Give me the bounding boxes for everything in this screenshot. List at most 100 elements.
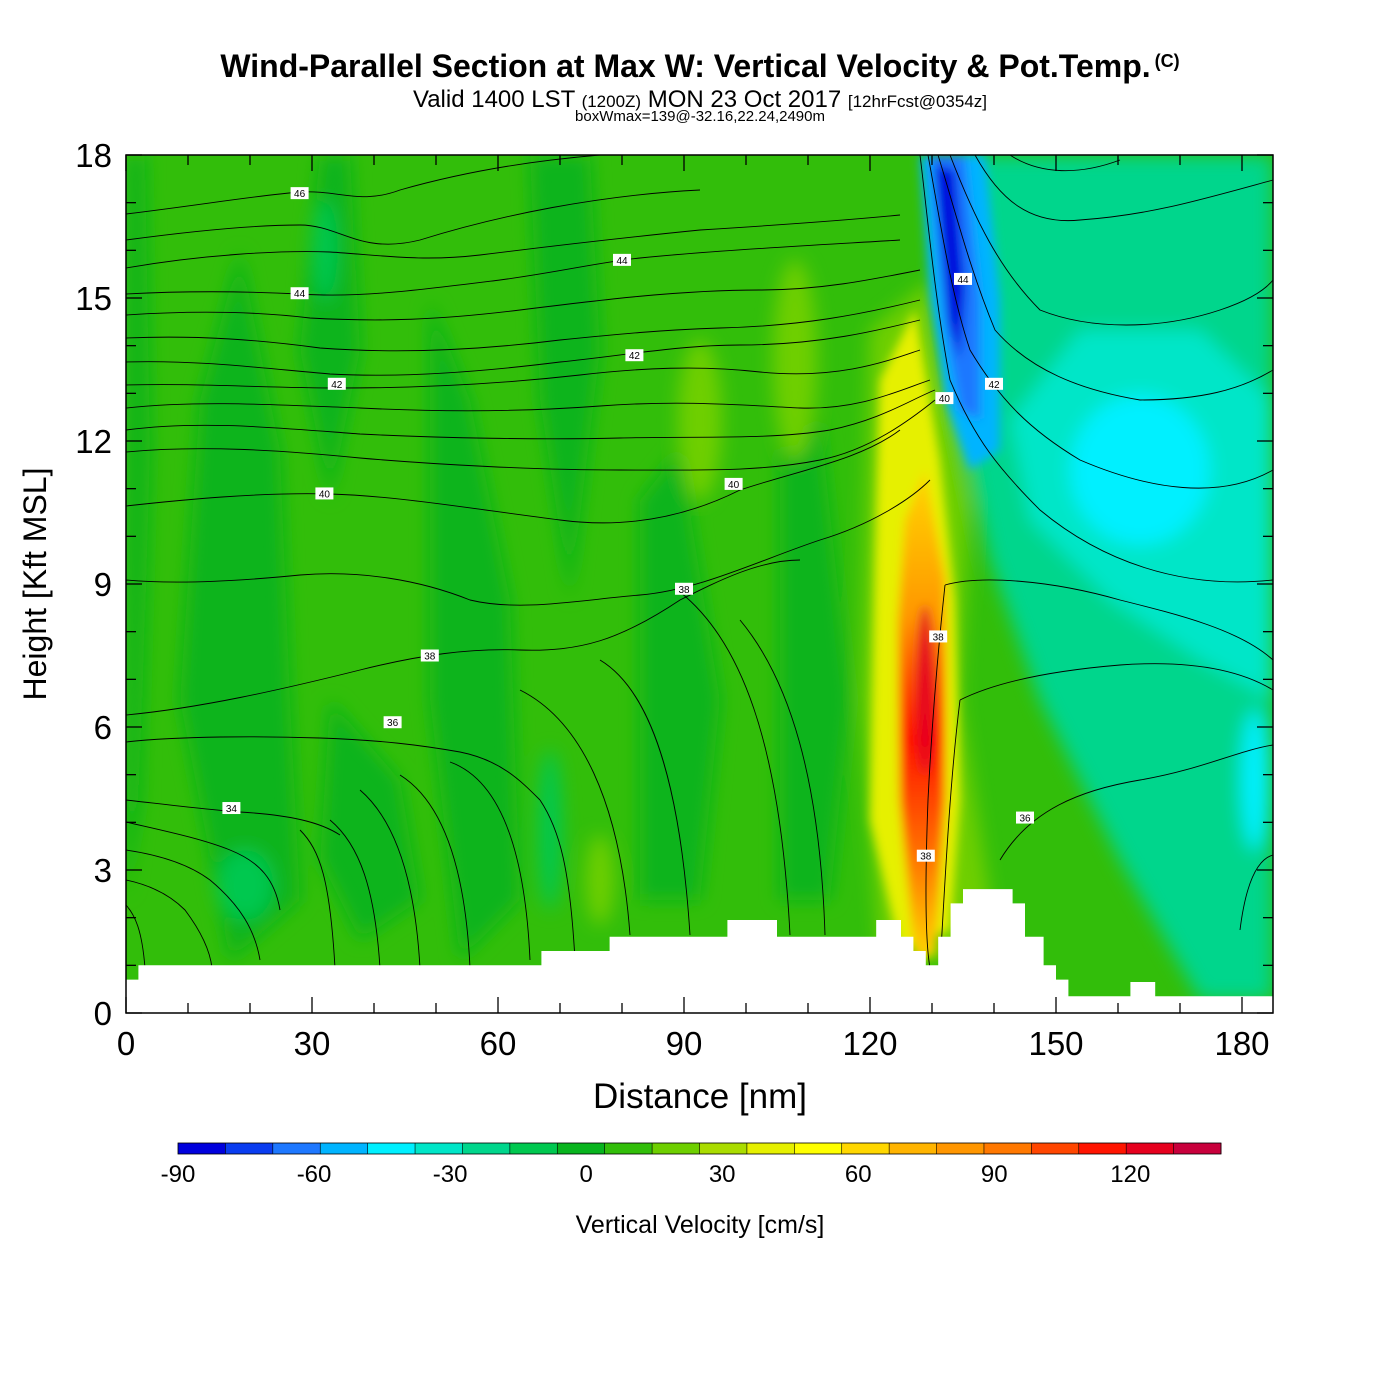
x-tick-label: 60 <box>480 1025 517 1062</box>
theta-line <box>126 299 921 352</box>
chart-subtitle: Valid 1400 LST (1200Z) MON 23 Oct 2017 [… <box>0 86 1400 114</box>
x-tick-label: 30 <box>294 1025 331 1062</box>
theta-line <box>937 155 1273 401</box>
theta-label-box <box>420 649 439 662</box>
theta-line <box>939 699 961 969</box>
terrain-mask <box>126 889 1273 1013</box>
field-band-7 <box>320 700 420 940</box>
colorbar-tick-label: 60 <box>845 1161 872 1188</box>
y-tick-label: 9 <box>94 566 112 603</box>
theta-line <box>927 155 1273 489</box>
chart-title-text: Wind-Parallel Section at Max W: Vertical… <box>220 48 1151 84</box>
field-weak-up-2 <box>773 260 817 460</box>
x-tick-label: 150 <box>1028 1025 1083 1062</box>
field-weak-up-1 <box>678 340 722 500</box>
theta-line <box>329 819 381 969</box>
theta-line <box>449 761 531 961</box>
theta-line <box>126 879 213 969</box>
colorbar-swatch <box>841 1143 890 1154</box>
theta-label: 38 <box>420 649 439 663</box>
x-tick-label: 180 <box>1214 1025 1269 1062</box>
theta-line <box>925 584 946 969</box>
chart-title: Wind-Parallel Section at Max W: Vertical… <box>0 48 1400 85</box>
theta-label: 44 <box>613 253 631 267</box>
colorbar-tick-label: -30 <box>433 1161 468 1188</box>
theta-label-box <box>1016 811 1034 824</box>
colorbar-swatch <box>1031 1143 1080 1154</box>
colorbar-swatch <box>509 1143 558 1154</box>
theta-line <box>974 155 1273 222</box>
field-east-core <box>1070 395 1210 545</box>
theta-label-box <box>383 716 402 729</box>
field-weak-down-2 <box>313 200 337 300</box>
theta-line <box>919 155 1273 583</box>
theta-line <box>126 736 541 801</box>
forecast-info: [12hrFcst@0354z] <box>847 92 988 111</box>
colorbar-tick-label: 0 <box>579 1161 592 1188</box>
theta-label-box <box>985 377 1003 390</box>
theta-label-text: 42 <box>629 351 641 362</box>
colorbar-swatch <box>415 1143 463 1154</box>
colorbar-swatch <box>746 1143 795 1154</box>
colorbar-swatch <box>936 1143 985 1154</box>
colorbar-swatch <box>1173 1143 1222 1154</box>
theta-line <box>126 479 931 606</box>
theta-label-box <box>724 477 743 490</box>
colorbar-tick-label: 90 <box>981 1161 1008 1188</box>
theta-label-box <box>625 349 644 362</box>
theta-line <box>126 821 281 911</box>
theta-contours <box>126 155 1273 969</box>
y-tick-label: 18 <box>75 137 112 174</box>
theta-label-box <box>327 377 346 390</box>
theta-label-text: 36 <box>1019 814 1031 825</box>
copyright-mark: (C) <box>1154 51 1180 71</box>
theta-line <box>126 849 261 961</box>
x-tick-label: 90 <box>666 1025 703 1062</box>
theta-label-text: 38 <box>920 852 932 863</box>
colorbar-swatch <box>272 1143 321 1154</box>
theta-label: 42 <box>625 349 644 362</box>
theta-line <box>126 559 801 716</box>
theta-label-box <box>929 630 948 643</box>
colorbar-swatch <box>1126 1143 1175 1154</box>
y-axis-label: Height [Kft MSL] <box>17 468 53 701</box>
colorbar-swatch <box>178 1143 226 1154</box>
colorbar-tick-label: 30 <box>709 1161 736 1188</box>
field-weak-down-3 <box>538 750 562 910</box>
theta-labels: 46 44 44 44 42 42 42 40 40 40 38 38 38 36 36 34 38 <box>222 187 1034 863</box>
utc-time: (1200Z) <box>581 92 642 111</box>
theta-line <box>126 269 921 321</box>
theta-label-text: 46 <box>294 189 306 200</box>
theta-line <box>599 659 691 936</box>
field-updraft-max <box>916 605 934 775</box>
x-axis: 0 30 60 90 120 150 180 <box>117 155 1270 1062</box>
field-band-6 <box>780 420 850 900</box>
theta-label-box <box>916 849 935 862</box>
theta-label: 42 <box>327 377 346 391</box>
theta-line <box>126 904 146 969</box>
theta-label-box <box>315 487 334 500</box>
theta-line <box>299 829 336 969</box>
y-tick-label: 3 <box>94 852 112 889</box>
theta-line <box>1009 155 1121 172</box>
theta-label: 42 <box>985 377 1003 391</box>
theta-label-text: 38 <box>933 632 945 643</box>
colorbar-tick-label: 120 <box>1110 1161 1150 1188</box>
theta-line <box>519 689 631 936</box>
theta-line <box>126 389 936 440</box>
theta-label: 46 <box>290 187 309 200</box>
y-tick-label: 15 <box>75 280 112 317</box>
theta-label-text: 34 <box>226 804 238 815</box>
colorbar-swatch <box>699 1143 748 1154</box>
theta-label: 36 <box>383 716 402 729</box>
field-weak-up-3 <box>586 835 614 925</box>
colorbar-swatch <box>889 1143 938 1154</box>
theta-line <box>126 155 601 215</box>
theta-line <box>944 579 1273 661</box>
theta-label-text: 44 <box>616 256 628 267</box>
colorbar-swatch <box>462 1143 511 1154</box>
theta-label-box <box>290 287 309 300</box>
theta-label-text: 40 <box>939 394 951 405</box>
